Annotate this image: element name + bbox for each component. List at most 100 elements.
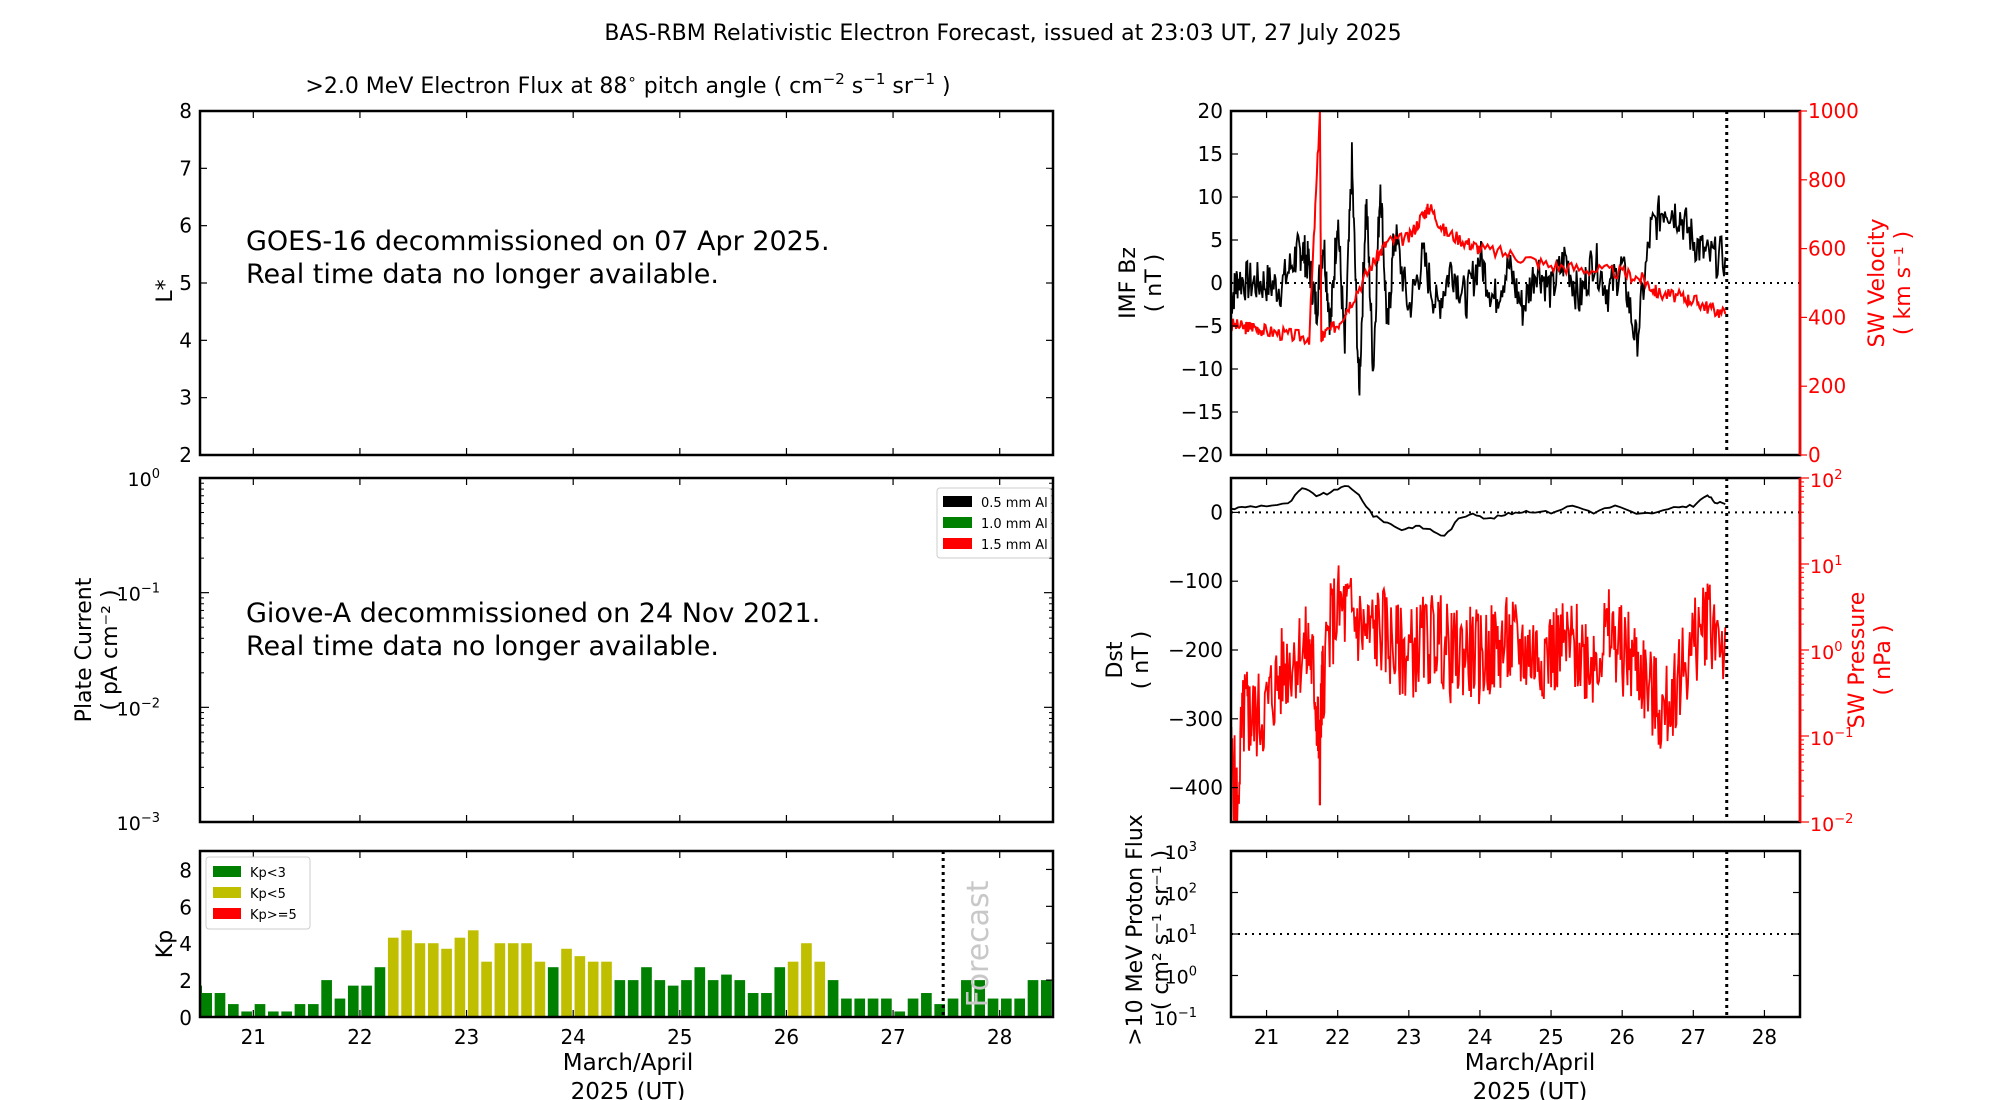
tick-exponent: 1	[1189, 923, 1197, 938]
tick-base: 10	[1810, 814, 1834, 836]
tick-exponent: 2	[1189, 882, 1197, 897]
tick-base: 10	[1154, 1008, 1178, 1030]
y-tick-label: 6	[179, 214, 192, 238]
legend-label: 1.0 mm Al	[981, 517, 1048, 532]
kp-bar	[561, 948, 572, 1017]
y2-axis-label-sw-velocity: SW Velocity	[1865, 218, 1890, 347]
y2-tick-label: 10−1	[1810, 726, 1853, 750]
kp-bar	[601, 961, 612, 1017]
legend-swatch	[213, 866, 241, 877]
kp-bar	[281, 1011, 292, 1017]
y-tick-label: 6	[179, 895, 192, 919]
legend-swatch	[213, 887, 241, 898]
tick-exponent: 2	[1834, 468, 1842, 483]
legend-label: Kp>=5	[250, 908, 297, 923]
panel-title-electron-flux: >2.0 MeV Electron Flux at 88∘ pitch angl…	[305, 70, 950, 99]
x-tick-label: 26	[774, 1025, 799, 1049]
series-line-sw-velocity	[1230, 111, 1727, 346]
kp-bar	[961, 980, 972, 1017]
y-tick-label: 101	[1165, 923, 1197, 947]
y2-tick-label: 100	[1810, 640, 1842, 664]
kp-bar	[427, 943, 439, 1017]
kp-bar	[641, 967, 652, 1017]
kp-bar	[867, 998, 879, 1017]
y-tick-label: 2	[179, 443, 192, 467]
tick-exponent: 0	[1189, 965, 1197, 980]
kp-bar	[681, 980, 692, 1017]
x-tick-label: 26	[1609, 1025, 1634, 1049]
tick-base: 10	[117, 584, 141, 606]
kp-bar	[894, 1011, 906, 1017]
y-axis-label-imf-bz: IMF Bz	[1116, 247, 1141, 319]
kp-bar	[494, 943, 506, 1017]
y-tick-label: −5	[1194, 314, 1223, 338]
y2-tick-label: 1000	[1808, 99, 1859, 123]
kp-bar	[454, 937, 466, 1017]
kp-bar	[627, 980, 639, 1017]
kp-bar	[401, 930, 412, 1017]
y-tick-label: 102	[1165, 882, 1197, 906]
kp-bar	[307, 1004, 319, 1017]
kp-bar	[267, 1011, 279, 1017]
kp-bar	[707, 980, 719, 1017]
x-tick-label: 22	[1325, 1025, 1350, 1049]
decommission-message-goes: GOES-16 decommissioned on 07 Apr 2025.	[246, 226, 830, 257]
y-tick-label: −10	[1181, 357, 1223, 381]
y-tick-label: 8	[179, 99, 192, 123]
kp-bar	[321, 980, 332, 1017]
y-tick-label: 100	[1165, 965, 1197, 989]
kp-bar	[241, 1011, 252, 1017]
title-sup: −2	[823, 70, 845, 88]
x-axis-label: March/April	[1465, 1050, 1595, 1076]
kp-bar	[534, 961, 546, 1017]
y-tick-label: 5	[1210, 228, 1223, 252]
x-tick-label: 22	[347, 1025, 372, 1049]
kp-bar	[521, 943, 532, 1017]
y-axis-label-proton-flux: >10 MeV Proton Flux	[1123, 814, 1148, 1046]
kp-bar	[934, 1004, 946, 1017]
kp-bar	[507, 943, 519, 1017]
y2-axis-label-sw-pressure: SW Pressure	[1845, 592, 1870, 729]
y-tick-label: 5	[179, 271, 192, 295]
decommission-message-giove: Giove-A decommissioned on 24 Nov 2021.	[246, 598, 820, 629]
kp-bar	[481, 961, 492, 1017]
kp-bar	[841, 998, 852, 1017]
y-tick-label: 7	[179, 156, 192, 180]
kp-bar	[787, 961, 799, 1017]
kp-bar	[227, 1004, 239, 1017]
tick-exponent: −3	[141, 811, 160, 826]
kp-bar	[361, 985, 372, 1017]
y-tick-label: −15	[1181, 400, 1223, 424]
y-tick-label: 15	[1198, 142, 1223, 166]
tick-exponent: 0	[152, 467, 160, 482]
y-tick-label: 4	[179, 932, 192, 956]
y-tick-label: 10−1	[117, 582, 160, 606]
tick-exponent: 3	[1189, 840, 1197, 855]
title-sup: −1	[913, 70, 935, 88]
series-line-sw-pressure	[1230, 565, 1727, 823]
tick-exponent: −2	[1834, 812, 1853, 827]
legend-label: 1.5 mm Al	[981, 538, 1048, 553]
title-sup: ∘	[627, 70, 636, 88]
legend-label: Kp<3	[250, 866, 286, 881]
kp-bar	[587, 961, 599, 1017]
x-tick-label: 27	[880, 1025, 905, 1049]
y-tick-label: −200	[1168, 638, 1223, 662]
title-part: >2.0 MeV Electron Flux at 88	[305, 74, 627, 99]
y-tick-label: 8	[179, 858, 192, 882]
kp-bar	[827, 980, 839, 1017]
y2-tick-label: 10−2	[1810, 812, 1853, 836]
series-line-dst	[1230, 485, 1726, 537]
x-axis-label: March/April	[563, 1050, 693, 1076]
kp-plot-area	[198, 849, 1055, 1019]
x-axis-label-year: 2025 (UT)	[571, 1079, 686, 1100]
tick-base: 10	[1165, 967, 1189, 989]
y-tick-label: 4	[179, 328, 192, 352]
kp-bar	[734, 980, 746, 1017]
title-part: pitch angle ( cm	[637, 74, 823, 99]
y-tick-label: 10	[1198, 185, 1223, 209]
y-tick-label: −400	[1168, 776, 1223, 800]
tick-base: 10	[1810, 556, 1834, 578]
title-part: )	[935, 74, 951, 99]
